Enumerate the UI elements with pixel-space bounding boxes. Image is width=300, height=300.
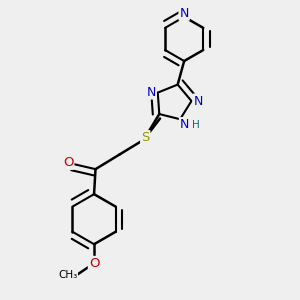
Text: N: N <box>179 7 189 20</box>
Text: N: N <box>193 94 203 107</box>
Text: N: N <box>147 85 156 98</box>
Text: S: S <box>141 131 149 144</box>
Text: N: N <box>180 118 189 131</box>
Text: H: H <box>191 119 199 130</box>
Text: CH₃: CH₃ <box>58 270 77 280</box>
Text: O: O <box>89 257 99 270</box>
Text: O: O <box>63 156 74 169</box>
